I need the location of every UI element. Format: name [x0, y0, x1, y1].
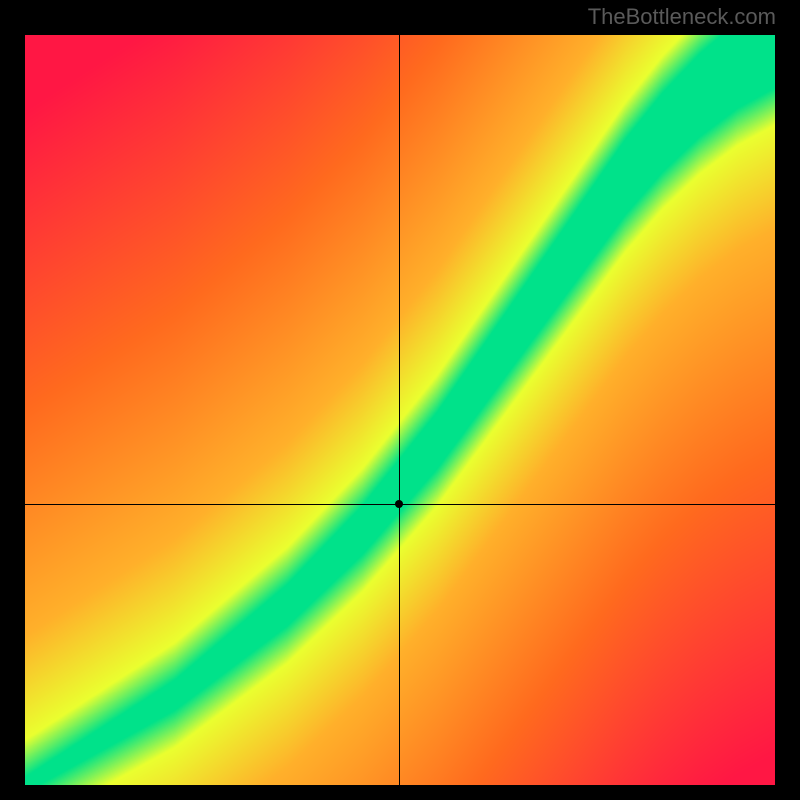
bottleneck-heatmap	[25, 35, 775, 785]
heatmap-canvas	[25, 35, 775, 785]
watermark-text: TheBottleneck.com	[588, 4, 776, 30]
